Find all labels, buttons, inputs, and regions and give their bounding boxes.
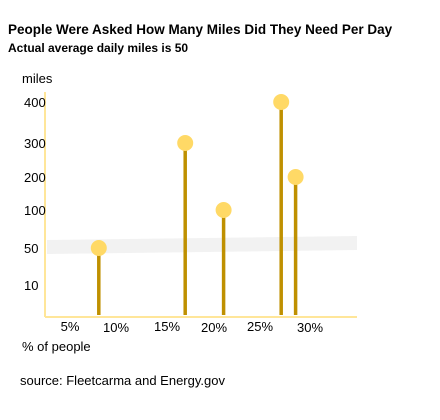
y-axis-label: miles [22, 71, 53, 86]
x-tick-label: 30% [297, 320, 323, 335]
y-tick-label: 50 [24, 241, 38, 256]
x-tick-label: 15% [154, 319, 180, 334]
chart-subtitle: Actual average daily miles is 50 [8, 41, 189, 55]
source-note: source: Fleetcarma and Energy.gov [20, 373, 225, 388]
y-tick-label: 10 [24, 278, 38, 293]
lollipop-marker [215, 202, 232, 218]
x-axis-label: % of people [22, 339, 91, 354]
x-tick-label: 10% [103, 320, 129, 335]
chart-title: People Were Asked How Many Miles Did The… [8, 22, 393, 37]
y-tick-label: 200 [24, 170, 46, 185]
lollipop-marker [177, 135, 194, 151]
lollipop-marker [287, 169, 304, 185]
y-tick-label: 300 [24, 136, 46, 151]
y-tick-label: 400 [24, 95, 46, 110]
y-tick-label: 100 [24, 203, 46, 218]
x-tick-label: 25% [247, 319, 273, 334]
x-tick-label: 20% [201, 320, 227, 335]
lollipop-marker [273, 94, 290, 110]
x-tick-label: 5% [61, 319, 80, 334]
lollipop-marker [90, 240, 107, 256]
